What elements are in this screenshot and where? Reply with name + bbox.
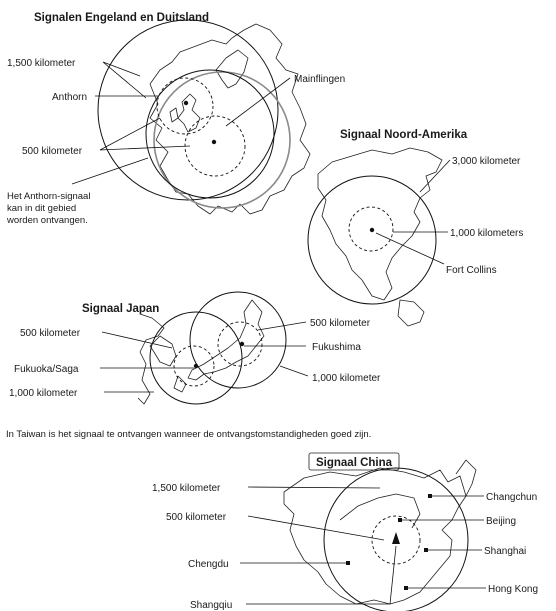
europe-note-leader	[71, 157, 149, 185]
north-america-map	[317, 147, 443, 301]
europe-1500-leader	[102, 61, 147, 99]
japan-panel: Signaal Japan 500 kilometer 500 kilomete…	[9, 291, 381, 405]
beijing-marker	[398, 518, 402, 522]
mainflingen-leader	[225, 77, 291, 127]
beijing-label: Beijing	[486, 516, 516, 527]
america-1000km-label: 1,000 kilometers	[450, 228, 523, 239]
anthorn-1500km-ring	[97, 19, 279, 201]
europe-panel: Signalen Engeland en Duitsland 1,500 kil…	[6, 12, 345, 226]
china-northeast-map	[455, 459, 477, 497]
china-title: Signaal China	[316, 457, 393, 469]
america-panel: Signaal Noord-Amerika 3,000 kilometer 1,…	[307, 129, 523, 327]
japan-1000km-right-label: 1,000 kilometer	[312, 373, 381, 384]
south-america-map	[397, 299, 425, 327]
chengdu-marker	[346, 561, 350, 565]
europe-map	[149, 23, 311, 215]
mainflingen-label: Mainflingen	[294, 74, 345, 85]
europe-1500km-label: 1,500 kilometer	[7, 58, 76, 69]
china-500km-label: 500 kilometer	[166, 512, 227, 523]
fortcollins-3000km-ring	[307, 175, 437, 305]
europe-500-leader	[99, 117, 191, 151]
japan-500km-left-label: 500 kilometer	[20, 328, 81, 339]
hongkong-label: Hong Kong	[488, 584, 538, 595]
hongkong-marker	[404, 586, 408, 590]
america-title: Signaal Noord-Amerika	[340, 129, 468, 141]
taiwan-note: In Taiwan is het signaal te ontvangen wa…	[6, 429, 371, 440]
britain-map	[169, 93, 201, 133]
europe-title: Signalen Engeland en Duitsland	[34, 12, 209, 24]
anthorn-500km-ring	[156, 77, 214, 135]
japan-500-left-leader	[101, 331, 173, 349]
shangqiu-500km-ring	[371, 515, 421, 565]
mainflingen-500km-ring	[184, 115, 246, 177]
europe-note-line2: kan in dit gebied	[7, 203, 76, 214]
shangqiu-1500km-ring	[323, 467, 469, 611]
china-map	[283, 467, 467, 605]
china-1500km-label: 1,500 kilometer	[152, 483, 221, 494]
fortcollins-transmitter	[369, 227, 375, 233]
america-3000km-label: 3,000 kilometer	[452, 156, 521, 167]
fukuoka-label: Fukuoka/Saga	[14, 364, 79, 375]
europe-note-line3: worden ontvangen.	[6, 215, 88, 226]
japan-500km-right-label: 500 kilometer	[310, 318, 371, 329]
anthorn-label: Anthorn	[52, 92, 87, 103]
fukushima-transmitter	[239, 341, 245, 347]
fukushima-1000km-ring	[189, 291, 287, 389]
china-inner-boundary	[339, 493, 421, 529]
shangqiu-transmitter	[392, 532, 400, 544]
mainflingen-transmitter	[211, 139, 217, 145]
korea-map	[149, 335, 177, 367]
changchun-marker	[428, 494, 432, 498]
shanghai-label: Shanghai	[484, 546, 526, 557]
shanghai-marker	[424, 548, 428, 552]
china-title-frame	[308, 452, 400, 471]
fortcollins-label: Fort Collins	[446, 265, 497, 276]
chengdu-label: Chengdu	[188, 559, 229, 570]
changchun-label: Changchun	[486, 492, 537, 503]
japan-1000-right-leader	[279, 365, 309, 377]
japan-title: Signaal Japan	[82, 303, 159, 315]
china-panel: Signaal China 1,500 kilometer 500 kilome…	[152, 452, 538, 611]
fukushima-500km-ring	[217, 321, 263, 367]
asia-coast-map	[137, 313, 165, 405]
shangqiu-label: Shangqiu	[190, 600, 232, 611]
fortcollins-leader	[375, 232, 445, 265]
fukuoka-500km-ring	[173, 345, 215, 387]
europe-note-line1: Het Anthorn-signaal	[7, 191, 90, 202]
america-3000-leader	[419, 159, 451, 193]
china-500-leader	[247, 515, 385, 541]
china-1500-leader	[247, 486, 381, 489]
shangqiu-leader	[246, 545, 397, 605]
fukuoka-1000km-ring	[149, 311, 243, 405]
scandinavia-map	[215, 49, 249, 89]
anthorn-transmitter	[183, 100, 189, 106]
mainflingen-1500km-ring	[153, 71, 291, 209]
fukushima-label: Fukushima	[312, 342, 361, 353]
fukuoka-transmitter	[193, 363, 199, 369]
europe-outer-ring-2	[145, 69, 275, 199]
europe-500km-label: 500 kilometer	[22, 146, 83, 157]
japan-1000km-left-label: 1,000 kilometer	[9, 388, 78, 399]
fortcollins-1000km-ring	[348, 206, 394, 252]
japan-500-right-leader	[257, 321, 307, 331]
